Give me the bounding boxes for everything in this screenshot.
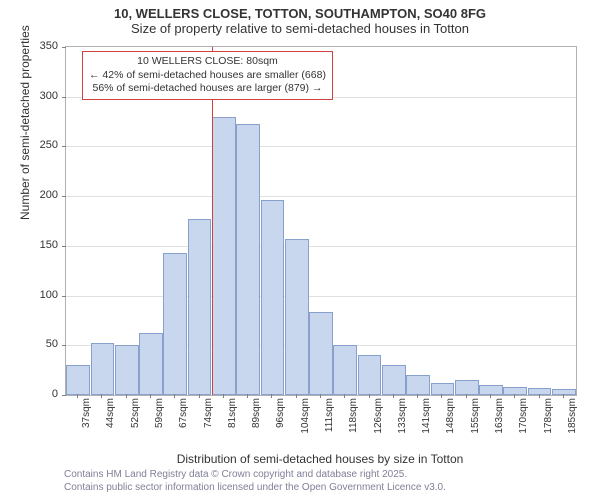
xtick-mark	[563, 394, 564, 398]
gridline	[66, 296, 576, 297]
ytick-mark	[62, 345, 66, 346]
xtick-mark	[441, 394, 442, 398]
ytick-label: 0	[18, 388, 58, 400]
ytick-label: 300	[18, 90, 58, 102]
xtick-mark	[369, 394, 370, 398]
xtick-mark	[417, 394, 418, 398]
xtick-label: 52sqm	[130, 398, 141, 444]
gridline	[66, 146, 576, 147]
xtick-label: 59sqm	[154, 398, 165, 444]
xtick-mark	[247, 394, 248, 398]
xtick-label: 163sqm	[494, 398, 505, 444]
xtick-mark	[320, 394, 321, 398]
xtick-mark	[174, 394, 175, 398]
footnote-line2: Contains public sector information licen…	[64, 481, 446, 494]
chart-title-sub: Size of property relative to semi-detach…	[0, 21, 600, 36]
xtick-label: 104sqm	[300, 398, 311, 444]
xtick-label: 37sqm	[81, 398, 92, 444]
xtick-label: 89sqm	[251, 398, 262, 444]
info-line-smaller: ← 42% of semi-detached houses are smalle…	[89, 69, 326, 83]
histogram-bar	[406, 375, 430, 395]
xtick-label: 74sqm	[203, 398, 214, 444]
xtick-label: 118sqm	[348, 398, 359, 444]
ytick-mark	[62, 246, 66, 247]
ytick-mark	[62, 47, 66, 48]
ytick-mark	[62, 395, 66, 396]
xtick-mark	[539, 394, 540, 398]
info-line-larger: 56% of semi-detached houses are larger (…	[89, 82, 326, 96]
xtick-mark	[490, 394, 491, 398]
histogram-bar	[285, 239, 309, 395]
xtick-mark	[77, 394, 78, 398]
xtick-label: 96sqm	[275, 398, 286, 444]
xtick-mark	[223, 394, 224, 398]
xtick-label: 148sqm	[445, 398, 456, 444]
histogram-bar	[66, 365, 90, 395]
histogram-bar	[333, 345, 357, 395]
xtick-label: 185sqm	[567, 398, 578, 444]
xtick-label: 133sqm	[397, 398, 408, 444]
xtick-mark	[466, 394, 467, 398]
histogram-bar	[91, 343, 115, 395]
xtick-mark	[344, 394, 345, 398]
histogram-bar	[382, 365, 406, 395]
info-line-property: 10 WELLERS CLOSE: 80sqm	[89, 55, 326, 69]
gridline	[66, 196, 576, 197]
xtick-label: 67sqm	[178, 398, 189, 444]
histogram-bar	[163, 253, 187, 395]
x-axis-label: Distribution of semi-detached houses by …	[65, 452, 575, 466]
histogram-bar	[309, 312, 333, 395]
histogram-bar	[139, 333, 163, 395]
xtick-mark	[126, 394, 127, 398]
histogram-bar	[552, 389, 576, 395]
gridline	[66, 246, 576, 247]
xtick-label: 141sqm	[421, 398, 432, 444]
histogram-bar	[212, 117, 236, 395]
ytick-label: 250	[18, 139, 58, 151]
xtick-mark	[199, 394, 200, 398]
xtick-label: 81sqm	[227, 398, 238, 444]
footnote-line1: Contains HM Land Registry data © Crown c…	[64, 468, 446, 481]
ytick-mark	[62, 97, 66, 98]
ytick-label: 200	[18, 189, 58, 201]
histogram-bar	[455, 380, 479, 395]
ytick-label: 100	[18, 289, 58, 301]
xtick-label: 178sqm	[543, 398, 554, 444]
xtick-label: 111sqm	[324, 398, 335, 444]
ytick-mark	[62, 296, 66, 297]
xtick-mark	[271, 394, 272, 398]
property-info-box: 10 WELLERS CLOSE: 80sqm ← 42% of semi-de…	[82, 51, 333, 100]
xtick-mark	[101, 394, 102, 398]
chart-footnote: Contains HM Land Registry data © Crown c…	[64, 468, 446, 494]
histogram-bar	[115, 345, 139, 395]
xtick-label: 170sqm	[518, 398, 529, 444]
chart-title-main: 10, WELLERS CLOSE, TOTTON, SOUTHAMPTON, …	[0, 6, 600, 21]
histogram-bar	[236, 124, 260, 395]
xtick-mark	[514, 394, 515, 398]
xtick-label: 126sqm	[373, 398, 384, 444]
xtick-mark	[150, 394, 151, 398]
histogram-bar	[358, 355, 382, 395]
ytick-label: 50	[18, 338, 58, 350]
ytick-mark	[62, 196, 66, 197]
xtick-mark	[296, 394, 297, 398]
histogram-bar	[261, 200, 285, 395]
xtick-mark	[393, 394, 394, 398]
ytick-label: 150	[18, 239, 58, 251]
histogram-bar	[188, 219, 212, 395]
ytick-label: 350	[18, 40, 58, 52]
xtick-label: 155sqm	[470, 398, 481, 444]
ytick-mark	[62, 146, 66, 147]
xtick-label: 44sqm	[105, 398, 116, 444]
